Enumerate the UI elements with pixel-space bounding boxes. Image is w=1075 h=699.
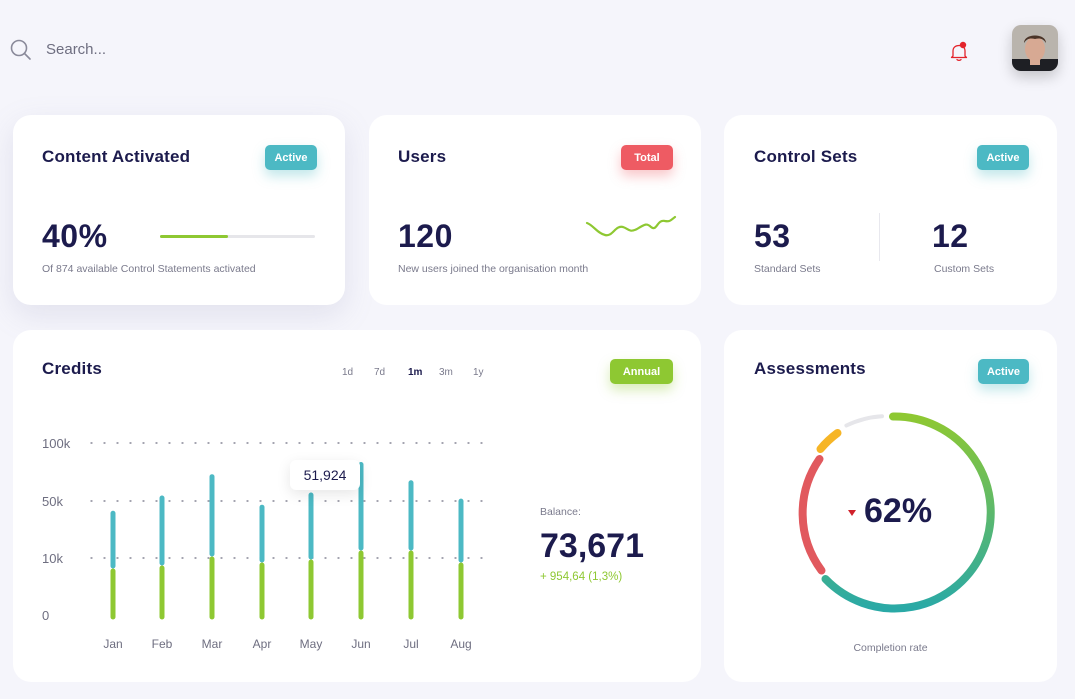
credits-bar-chart: 100k 50k 10k 0 Jan Feb Mar Apr May Jun Jul Aug — [42, 436, 486, 651]
control-sets-title: Control Sets — [754, 147, 858, 166]
x-tick-label: Mar — [202, 637, 223, 651]
credits-card: Credits 1d 7d 1m 3m 1y Annual 100k 50k 10k 0 Jan… — [13, 330, 701, 682]
balance-value: 73,671 — [540, 527, 644, 565]
custom-sets-label: Custom Sets — [934, 263, 995, 275]
standard-sets-label: Standard Sets — [754, 263, 821, 275]
custom-sets-value: 12 — [932, 218, 969, 254]
content-activated-card: Content Activated Active 40% Of 874 avai… — [13, 115, 345, 305]
credits-title: Credits — [42, 359, 102, 378]
users-sparkline — [585, 215, 677, 237]
annual-badge[interactable]: Annual — [610, 359, 673, 384]
range-tab-3m[interactable]: 3m — [439, 367, 453, 378]
balance-delta: + 954,64 (1,3%) — [540, 571, 623, 583]
assessments-value: 62% — [864, 492, 933, 530]
gauge-remaining-arc — [844, 414, 884, 428]
assessments-card: Assessments Active 62% Completion rate — [724, 330, 1057, 682]
y-tick-label: 0 — [42, 608, 49, 623]
range-tab-1d[interactable]: 1d — [342, 367, 354, 378]
x-tick-label: Feb — [152, 637, 173, 651]
users-badge[interactable]: Total — [621, 145, 673, 170]
standard-sets-value: 53 — [754, 218, 791, 254]
balance-label: Balance: — [540, 506, 581, 518]
x-tick-label: Jun — [351, 637, 370, 651]
avatar-image — [1012, 25, 1058, 71]
range-tab-1m[interactable]: 1m — [408, 367, 423, 378]
x-tick-label: Aug — [450, 637, 471, 651]
completion-gauge — [798, 412, 995, 613]
y-tick-label: 100k — [42, 436, 71, 451]
control-sets-badge[interactable]: Active — [977, 145, 1029, 170]
content-progress-fill — [160, 235, 229, 238]
users-value: 120 — [398, 218, 453, 254]
search-input[interactable] — [40, 34, 340, 64]
assessments-title: Assessments — [754, 359, 866, 378]
x-tick-label: May — [300, 637, 323, 651]
x-tick-label: Apr — [253, 637, 272, 651]
users-card: Users Total 120 New users joined the org… — [369, 115, 701, 305]
content-activated-value: 40% — [42, 218, 108, 254]
content-progress-bar — [160, 235, 315, 238]
content-activated-badge[interactable]: Active — [265, 145, 317, 170]
notification-dot — [959, 41, 967, 49]
assessments-badge[interactable]: Active — [978, 359, 1029, 384]
gauge-yellow-arc — [816, 429, 842, 453]
gauge-green-arc — [821, 412, 995, 613]
search-icon[interactable] — [10, 39, 32, 61]
control-sets-card: Control Sets Active 53 Standard Sets 12 … — [724, 115, 1057, 305]
avatar[interactable] — [1012, 25, 1058, 71]
control-sets-divider — [879, 213, 880, 261]
users-subtitle: New users joined the organisation month — [398, 263, 589, 275]
range-tab-7d[interactable]: 7d — [374, 367, 386, 378]
assessments-caption: Completion rate — [853, 642, 928, 654]
x-tick-label: Jan — [103, 637, 122, 651]
chart-tooltip: 51,924 — [290, 460, 360, 490]
users-title: Users — [398, 147, 447, 166]
x-tick-label: Jul — [403, 637, 418, 651]
y-tick-label: 10k — [42, 551, 63, 566]
down-arrow-icon — [848, 510, 856, 516]
top-bar — [0, 0, 1075, 100]
range-tab-1y[interactable]: 1y — [473, 367, 484, 378]
gauge-red-arc — [798, 455, 826, 575]
y-tick-label: 50k — [42, 494, 63, 509]
bell-icon[interactable] — [947, 40, 971, 64]
content-activated-title: Content Activated — [42, 147, 191, 166]
content-activated-subtitle: Of 874 available Control Statements acti… — [42, 263, 256, 275]
